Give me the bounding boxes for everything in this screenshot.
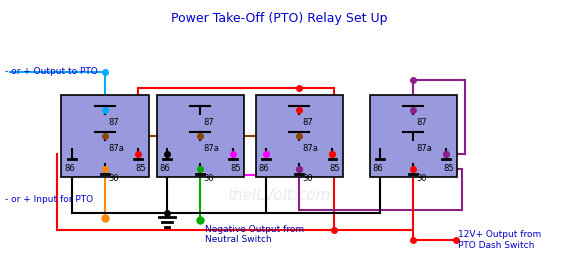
Text: 12V+ Output from
PTO Dash Switch: 12V+ Output from PTO Dash Switch [458, 230, 541, 250]
Bar [61, 95, 149, 177]
Text: 30: 30 [203, 174, 214, 183]
Text: 87a: 87a [302, 144, 318, 153]
Text: 85: 85 [443, 164, 454, 173]
Text: - or + Input for PTO: - or + Input for PTO [5, 195, 93, 205]
Text: 86: 86 [259, 164, 270, 173]
Text: 87a: 87a [203, 144, 219, 153]
Text: 87a: 87a [108, 144, 124, 153]
Text: 86: 86 [160, 164, 171, 173]
Text: 87: 87 [108, 118, 119, 127]
Text: 87: 87 [302, 118, 313, 127]
Bar [157, 95, 244, 177]
Text: Power Take-Off (PTO) Relay Set Up: Power Take-Off (PTO) Relay Set Up [171, 12, 387, 25]
Text: 87: 87 [203, 118, 214, 127]
Text: 86: 86 [373, 164, 383, 173]
Text: 87: 87 [416, 118, 427, 127]
Text: 85: 85 [329, 164, 340, 173]
Text: 85: 85 [230, 164, 240, 173]
Bar [256, 95, 343, 177]
Text: 87a: 87a [416, 144, 432, 153]
Text: - or + Output to PTO: - or + Output to PTO [5, 67, 98, 76]
Text: 30: 30 [302, 174, 313, 183]
Text: 86: 86 [65, 164, 75, 173]
Text: Negative Output from
Neutral Switch: Negative Output from Neutral Switch [205, 225, 304, 244]
Text: 30: 30 [416, 174, 427, 183]
Text: 85: 85 [135, 164, 145, 173]
Bar [370, 95, 457, 177]
Text: 30: 30 [108, 174, 119, 183]
Text: theILVolt.com: theILVolt.com [227, 188, 331, 203]
